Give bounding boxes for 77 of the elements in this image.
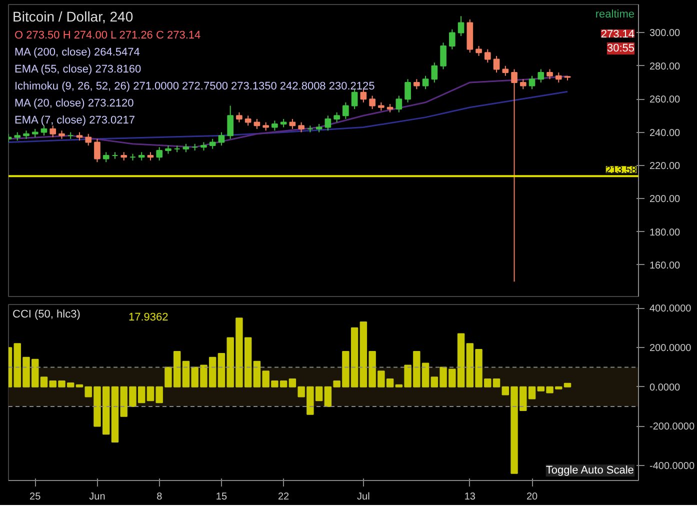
x-tick-label: 15 bbox=[216, 492, 228, 502]
candlestick bbox=[404, 78, 411, 103]
candlestick bbox=[244, 115, 252, 126]
candlestick bbox=[546, 68, 553, 80]
candlestick bbox=[94, 138, 100, 163]
candlestick bbox=[50, 125, 56, 138]
y-tick-label: 300.00 bbox=[650, 28, 681, 40]
bar bbox=[564, 382, 572, 388]
candlestick bbox=[289, 118, 296, 130]
candlestick bbox=[493, 55, 500, 74]
x-tick-label: 13 bbox=[464, 492, 476, 502]
candlestick bbox=[324, 115, 332, 132]
candlestick bbox=[528, 75, 536, 90]
bar bbox=[40, 376, 48, 388]
x-tick-label: 22 bbox=[278, 492, 290, 502]
candlestick bbox=[440, 42, 446, 70]
y-tick-label: 240.00 bbox=[650, 128, 681, 139]
candlestick bbox=[334, 112, 340, 123]
candlestick bbox=[85, 133, 92, 146]
candlestick bbox=[511, 68, 518, 282]
candlestick bbox=[431, 62, 438, 83]
candlestick bbox=[396, 95, 402, 113]
candlestick bbox=[422, 75, 429, 90]
annotation: 30:55 bbox=[606, 42, 635, 54]
candlestick bbox=[342, 102, 349, 120]
y-tick-label: -400.0000 bbox=[650, 461, 695, 472]
y-tick-label: 280.00 bbox=[650, 61, 681, 72]
y-tick-label: 200.0000 bbox=[650, 343, 692, 354]
candlestick bbox=[227, 105, 234, 140]
annotation: MA (20, close) 273.2120 bbox=[14, 98, 134, 110]
candlestick bbox=[156, 146, 163, 161]
candlestick bbox=[360, 88, 367, 103]
y-tick-label: 260.00 bbox=[650, 94, 681, 106]
annotation: Toggle Auto Scale bbox=[546, 464, 634, 476]
candlestick bbox=[40, 125, 48, 136]
annotation: realtime bbox=[595, 8, 634, 20]
line-series bbox=[8, 90, 568, 143]
y-tick-label: 0.0000 bbox=[650, 382, 681, 394]
x-tick-label: 20 bbox=[526, 492, 538, 502]
candlestick bbox=[449, 28, 456, 50]
candlestick bbox=[351, 88, 358, 110]
x-tick-label: 25 bbox=[30, 492, 42, 502]
y-tick-label: 200.00 bbox=[650, 194, 681, 206]
candlestick bbox=[236, 112, 242, 123]
chart-title: CCI (50, hlc3) bbox=[12, 308, 80, 320]
candlestick bbox=[272, 120, 278, 132]
bar bbox=[288, 378, 296, 388]
candlestick bbox=[254, 118, 260, 130]
candlestick bbox=[458, 16, 464, 37]
annotation: 273.14 bbox=[600, 28, 635, 40]
candlestick bbox=[102, 152, 110, 163]
candlestick bbox=[502, 65, 509, 76]
candlestick bbox=[476, 45, 482, 56]
candlestick bbox=[538, 68, 544, 83]
x-tick-label: 8 bbox=[156, 492, 163, 502]
candlestick bbox=[555, 72, 562, 83]
annotation: Ichimoku (9, 26, 52, 26) 271.0000 272.7500 273.1350 242.8008 230.2125 bbox=[14, 80, 375, 92]
candlestick bbox=[298, 122, 304, 133]
candlestick bbox=[209, 138, 216, 150]
annotation: MA (200, close) 264.5474 bbox=[14, 46, 140, 58]
y-tick-label: 400.0000 bbox=[650, 304, 692, 315]
x-tick-label: Jun bbox=[89, 492, 106, 502]
annotation: O 273.50 H 274.00 L 271.26 C 273.14 bbox=[14, 30, 201, 42]
candlestick bbox=[520, 78, 526, 90]
candlestick bbox=[484, 48, 491, 64]
candlestick bbox=[218, 132, 225, 146]
y-tick-label: 160.00 bbox=[650, 260, 681, 272]
chart-title: Bitcoin / Dollar, 240 bbox=[12, 8, 134, 24]
x-tick-label: Jul bbox=[357, 492, 370, 502]
candlestick bbox=[369, 95, 376, 110]
annotation: EMA (7, close) 273.0217 bbox=[14, 114, 135, 126]
y-tick-label: 220.00 bbox=[650, 160, 681, 172]
annotation: EMA (55, close) 273.8160 bbox=[14, 64, 142, 76]
annotation: 17.9362 bbox=[128, 312, 168, 324]
candlestick bbox=[414, 78, 420, 90]
y-tick-label: -200.0000 bbox=[650, 422, 695, 433]
y-tick-label: 180.00 bbox=[650, 227, 681, 238]
